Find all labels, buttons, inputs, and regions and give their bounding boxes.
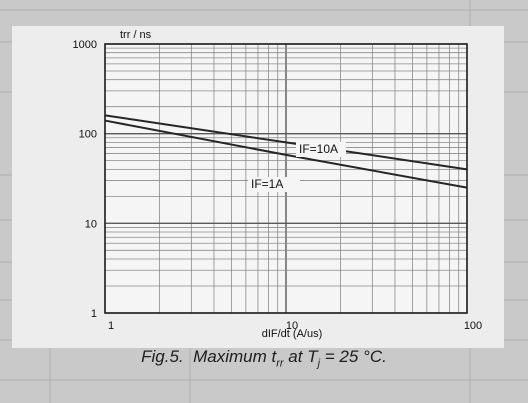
x-tick-10: 10 xyxy=(286,320,298,332)
plot-frame xyxy=(104,43,468,314)
series-label-if1a: IF=1A xyxy=(248,177,300,192)
series-label-if10a: IF=10A xyxy=(296,142,346,157)
caption-sub-rr: rr xyxy=(276,357,284,370)
caption-text: Maximum t xyxy=(193,347,277,366)
caption-rest: = 25 °C. xyxy=(320,347,387,366)
series-label-if1a-text: IF=1A xyxy=(251,177,283,191)
x-axis-label: dIF/dt (A/us) xyxy=(262,328,323,340)
series-line-if1a xyxy=(104,119,468,189)
y-axis-label: trr / ns xyxy=(120,29,152,41)
series-line-if10a xyxy=(104,114,468,171)
x-tick-100: 100 xyxy=(464,320,482,332)
x-tick-1: 1 xyxy=(108,320,114,332)
caption-sub-j: j xyxy=(317,357,321,370)
caption-fig: Fig.5. xyxy=(141,347,184,366)
caption-mid: at T xyxy=(283,347,318,366)
y-tick-100: 100 xyxy=(79,129,97,141)
y-tick-1: 1 xyxy=(91,308,97,320)
series-lines xyxy=(104,114,468,189)
y-tick-1000: 1000 xyxy=(73,39,97,51)
tick-labels: 1 10 100 1000 1 10 100 xyxy=(73,39,483,332)
series-label-if10a-text: IF=10A xyxy=(299,142,338,156)
y-tick-10: 10 xyxy=(85,218,97,230)
figure-caption: Fig.5. Maximum trr at Tj = 25 °C. xyxy=(0,347,528,369)
